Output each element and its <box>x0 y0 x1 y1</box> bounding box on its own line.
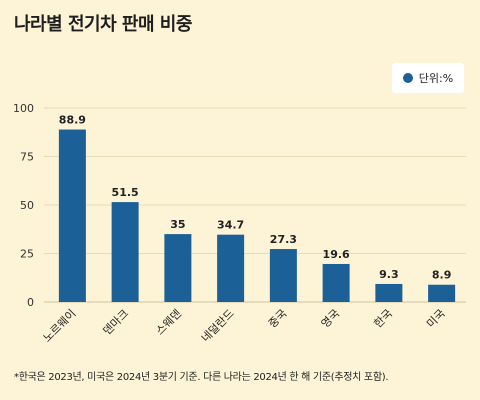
value-label: 27.3 <box>270 233 297 246</box>
bar <box>111 202 139 302</box>
category-label: 노르웨이 <box>41 307 79 345</box>
category-label: 영국 <box>319 307 343 331</box>
bar <box>322 263 350 302</box>
y-tick-label: 75 <box>20 151 34 164</box>
category-label: 네덜란드 <box>199 307 237 345</box>
bar <box>269 249 297 302</box>
value-label: 51.5 <box>112 186 139 199</box>
bar <box>164 234 192 302</box>
y-tick-label: 50 <box>20 199 34 212</box>
grid-lines <box>44 107 466 254</box>
y-tick-label: 100 <box>13 102 34 115</box>
category-label: 덴마크 <box>101 307 132 338</box>
value-label: 35 <box>170 218 185 231</box>
category-label: 한국 <box>371 307 395 331</box>
legend-swatch <box>402 73 413 83</box>
category-label: 스웨덴 <box>153 307 184 338</box>
value-label: 34.7 <box>217 219 244 232</box>
value-label: 19.6 <box>323 248 350 261</box>
category-labels: 노르웨이 덴마크 스웨덴 네덜란드 중국 영국 한국 미국 <box>41 307 448 345</box>
y-tick-label: 25 <box>20 248 34 261</box>
legend: 단위:% <box>392 63 464 93</box>
value-label: 8.9 <box>432 269 452 282</box>
value-label: 9.3 <box>379 268 399 281</box>
footnote: *한국은 2023년, 미국은 2024년 3분기 기준. 다른 나라는 202… <box>14 372 389 383</box>
bar <box>217 234 245 302</box>
bar <box>375 283 403 302</box>
value-label: 88.9 <box>59 114 86 127</box>
category-label: 미국 <box>424 307 448 331</box>
value-labels: 88.9 51.5 35 34.7 27.3 19.6 9.3 8.9 <box>59 114 452 282</box>
bars <box>58 129 456 302</box>
bar <box>428 284 456 302</box>
bar <box>58 129 86 302</box>
category-label: 중국 <box>266 307 290 331</box>
chart-title: 나라별 전기차 판매 비중 <box>14 14 192 35</box>
y-axis-ticks: 0 25 50 75 100 <box>13 102 34 309</box>
y-tick-label: 0 <box>27 296 34 309</box>
legend-label: 단위:% <box>418 72 454 85</box>
